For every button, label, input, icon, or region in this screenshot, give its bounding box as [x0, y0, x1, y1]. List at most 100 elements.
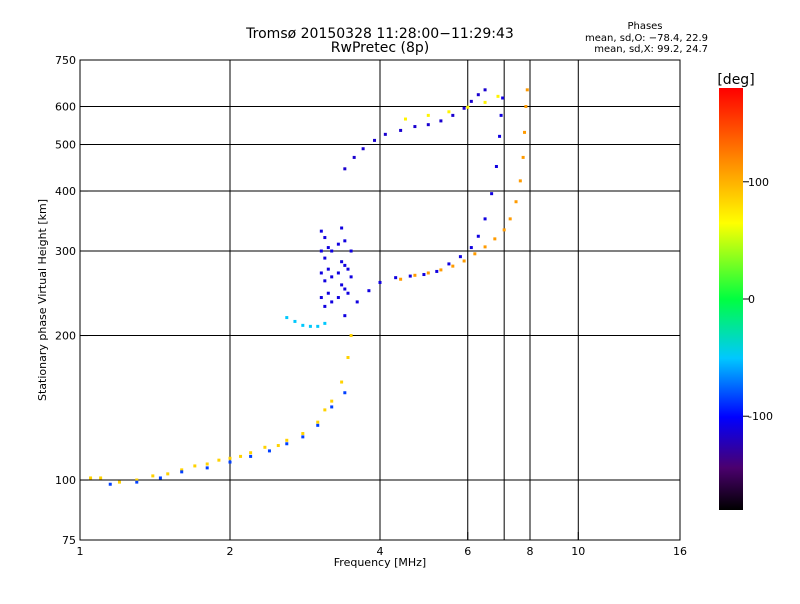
echo-point [228, 456, 232, 460]
echo-point [349, 334, 353, 338]
echo-point [285, 438, 289, 442]
chart-subtitle: RwPretec (8p) [330, 40, 430, 56]
echo-point [323, 321, 327, 325]
echo-point [330, 249, 334, 253]
echo-point [399, 277, 403, 281]
echo-point [205, 462, 209, 466]
echo-point [422, 273, 426, 277]
echo-point [326, 246, 330, 250]
colorbar-label: [deg] [717, 72, 754, 88]
echo-point [346, 291, 350, 295]
echo-point [483, 245, 487, 249]
data-points [89, 88, 529, 486]
echo-point [499, 113, 503, 117]
echo-point [108, 482, 112, 486]
y-tick-label: 300 [55, 245, 76, 258]
x-tick-label: 6 [464, 545, 471, 558]
colorbar [719, 88, 743, 510]
echo-point [276, 444, 280, 448]
echo-point [378, 280, 382, 284]
echo-point [493, 237, 497, 241]
echo-point [447, 110, 451, 114]
echo-point [326, 267, 330, 271]
echo-point [336, 296, 340, 300]
echo-point [355, 300, 359, 304]
echo-point [340, 260, 344, 264]
echo-point [394, 276, 398, 280]
echo-point [249, 451, 253, 455]
echo-point [135, 478, 139, 482]
echo-point [367, 289, 371, 293]
y-tick-label: 600 [55, 101, 76, 114]
y-axis-label: Stationary phase Virtual Height [km] [36, 199, 49, 401]
echo-point [524, 105, 528, 109]
echo-point [451, 113, 455, 117]
echo-point [435, 269, 439, 273]
x-axis-label: Frequency [MHz] [334, 556, 426, 569]
echo-point [117, 480, 121, 484]
x-tick-label: 4 [377, 545, 384, 558]
x-tick-label: 1 [77, 545, 84, 558]
echo-point [263, 445, 267, 449]
echo-point [330, 300, 334, 304]
echo-point [469, 246, 473, 250]
y-tick-label: 75 [62, 534, 76, 547]
echo-point [319, 249, 323, 253]
echo-point [301, 435, 305, 439]
echo-point [413, 273, 417, 277]
echo-point [193, 464, 197, 468]
echo-point [476, 234, 480, 238]
echo-point [523, 130, 527, 134]
echo-point [408, 274, 412, 278]
echo-point [316, 423, 320, 427]
echo-point [228, 460, 232, 464]
echo-point [343, 239, 347, 243]
echo-point [343, 314, 347, 318]
echo-point [349, 275, 353, 279]
echo-point [308, 324, 312, 328]
echo-point [426, 123, 430, 127]
echo-point [473, 252, 477, 256]
echo-point [501, 96, 505, 100]
y-tick-label: 200 [55, 330, 76, 343]
echo-point [346, 355, 350, 359]
echo-point [439, 119, 443, 123]
echo-point [180, 468, 184, 472]
echo-point [336, 242, 340, 246]
echo-point [323, 236, 327, 240]
echo-point [343, 167, 347, 171]
echo-point [323, 408, 327, 412]
echo-point [323, 279, 327, 283]
echo-point [319, 296, 323, 300]
echo-point [239, 454, 243, 458]
echo-point [462, 106, 466, 110]
y-tick-label: 500 [55, 139, 76, 152]
x-tick-label: 16 [673, 545, 687, 558]
x-tick-label: 8 [527, 545, 534, 558]
echo-point [301, 323, 305, 327]
phase-stats-x: mean, sd,X: 99.2, 24.7 [594, 44, 708, 55]
echo-point [340, 283, 344, 287]
y-tick-label: 750 [55, 54, 76, 67]
phase-stats-o: mean, sd,O: −78.4, 22.9 [585, 33, 708, 44]
echo-point [166, 472, 170, 476]
echo-point [349, 249, 353, 253]
colorbar-tick-label: -100 [748, 410, 773, 423]
x-tick-label: 2 [227, 545, 234, 558]
x-tick-label: 10 [571, 545, 585, 558]
echo-point [346, 267, 350, 271]
echo-point [343, 263, 347, 267]
echo-point [466, 105, 470, 109]
echo-point [330, 399, 334, 403]
echo-point [361, 147, 365, 151]
echo-point [483, 88, 487, 92]
echo-point [135, 480, 139, 484]
echo-point [158, 476, 162, 480]
echo-point [525, 88, 529, 92]
echo-point [340, 226, 344, 230]
echo-point [323, 256, 327, 260]
echo-point [508, 217, 512, 221]
echo-point [476, 93, 480, 97]
echo-point [483, 217, 487, 221]
